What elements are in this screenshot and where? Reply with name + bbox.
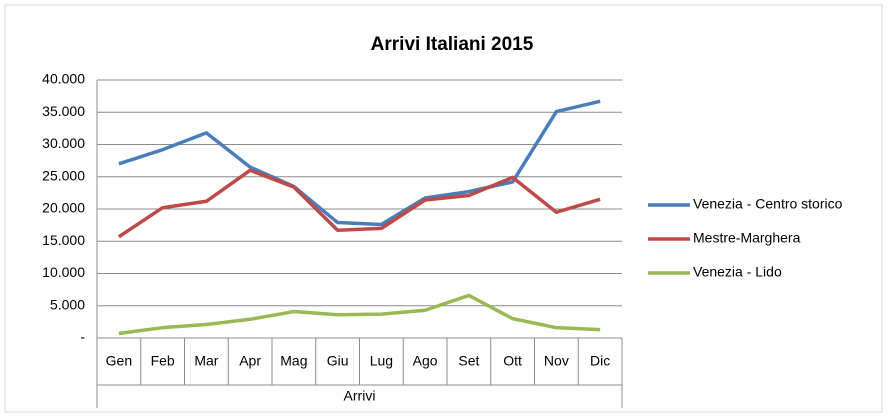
x-tick-label: Gen [106,353,132,369]
x-tick-label: Ott [503,353,522,369]
x-tick-label: Set [458,353,479,369]
series-line [117,168,601,239]
x-tick-label: Dic [590,353,610,369]
x-tick-label: Feb [151,353,175,369]
x-tick-label: Ago [413,353,438,369]
x-tick-label: Lug [370,353,393,369]
legend-label: Mestre-Marghera [693,230,801,246]
y-tick-label: 5.000 [50,296,85,312]
series-line [118,293,601,336]
legend-label: Venezia - Centro storico [693,196,843,212]
x-tick-label: Mag [280,353,307,369]
y-tick-label: 30.000 [42,135,85,151]
y-tick-label: 35.000 [42,103,85,119]
chart-title: Arrivi Italiani 2015 [371,34,534,55]
x-tick-label: Apr [239,353,261,369]
x-axis-label: Arrivi [344,388,376,404]
y-tick-label: 40.000 [42,71,85,87]
series-line [118,99,601,227]
x-tick-label: Nov [544,353,569,369]
legend-label: Venezia - Lido [693,264,782,280]
y-tick-label: - [80,329,85,345]
y-tick-label: 15.000 [42,232,85,248]
y-tick-label: 10.000 [42,264,85,280]
x-tick-label: Mar [194,353,218,369]
y-tick-label: 25.000 [42,167,85,183]
x-tick-label: Giu [327,353,349,369]
y-tick-label: 20.000 [42,200,85,216]
